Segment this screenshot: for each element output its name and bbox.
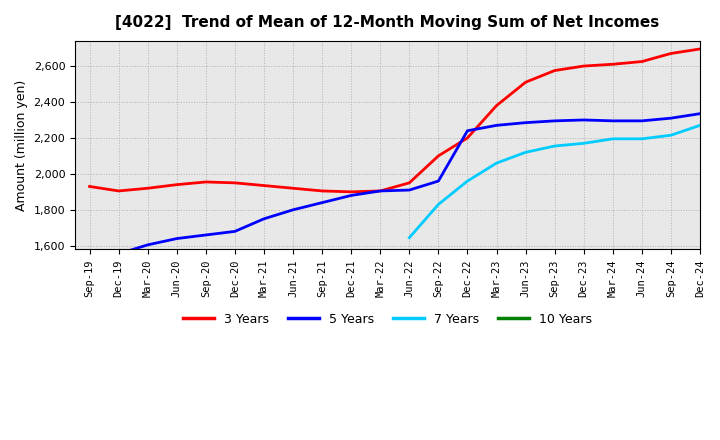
5 Years <box>521 120 530 125</box>
5 Years <box>230 229 239 234</box>
3 Years <box>347 189 356 194</box>
5 Years <box>289 207 297 213</box>
3 Years <box>230 180 239 186</box>
7 Years <box>580 141 588 146</box>
3 Years <box>463 135 472 140</box>
3 Years <box>260 183 269 188</box>
Y-axis label: Amount (million yen): Amount (million yen) <box>15 80 28 211</box>
3 Years <box>405 180 413 186</box>
Line: 5 Years: 5 Years <box>119 114 700 254</box>
5 Years <box>434 179 443 184</box>
7 Years <box>696 123 704 128</box>
7 Years <box>405 235 413 240</box>
5 Years <box>173 236 181 241</box>
7 Years <box>550 143 559 149</box>
3 Years <box>521 80 530 85</box>
5 Years <box>580 117 588 123</box>
5 Years <box>318 200 326 205</box>
3 Years <box>289 186 297 191</box>
3 Years <box>608 62 617 67</box>
5 Years <box>637 118 646 124</box>
5 Years <box>260 216 269 221</box>
3 Years <box>173 182 181 187</box>
7 Years <box>521 150 530 155</box>
3 Years <box>492 103 501 108</box>
7 Years <box>463 179 472 184</box>
3 Years <box>667 51 675 56</box>
7 Years <box>434 202 443 207</box>
3 Years <box>580 63 588 69</box>
7 Years <box>667 132 675 138</box>
5 Years <box>696 111 704 116</box>
7 Years <box>608 136 617 142</box>
7 Years <box>492 161 501 166</box>
5 Years <box>347 193 356 198</box>
5 Years <box>492 123 501 128</box>
5 Years <box>405 187 413 193</box>
5 Years <box>143 242 152 248</box>
3 Years <box>696 46 704 51</box>
3 Years <box>143 186 152 191</box>
7 Years <box>637 136 646 142</box>
5 Years <box>114 251 123 257</box>
Line: 3 Years: 3 Years <box>89 49 700 192</box>
3 Years <box>637 59 646 64</box>
3 Years <box>376 188 384 194</box>
3 Years <box>318 188 326 194</box>
5 Years <box>463 128 472 133</box>
5 Years <box>376 188 384 194</box>
5 Years <box>550 118 559 124</box>
Title: [4022]  Trend of Mean of 12-Month Moving Sum of Net Incomes: [4022] Trend of Mean of 12-Month Moving … <box>115 15 660 30</box>
5 Years <box>667 116 675 121</box>
5 Years <box>608 118 617 124</box>
3 Years <box>434 153 443 158</box>
Line: 7 Years: 7 Years <box>409 125 700 238</box>
3 Years <box>114 188 123 194</box>
Legend: 3 Years, 5 Years, 7 Years, 10 Years: 3 Years, 5 Years, 7 Years, 10 Years <box>178 308 598 330</box>
5 Years <box>202 232 210 238</box>
3 Years <box>85 184 94 189</box>
3 Years <box>550 68 559 73</box>
3 Years <box>202 180 210 185</box>
